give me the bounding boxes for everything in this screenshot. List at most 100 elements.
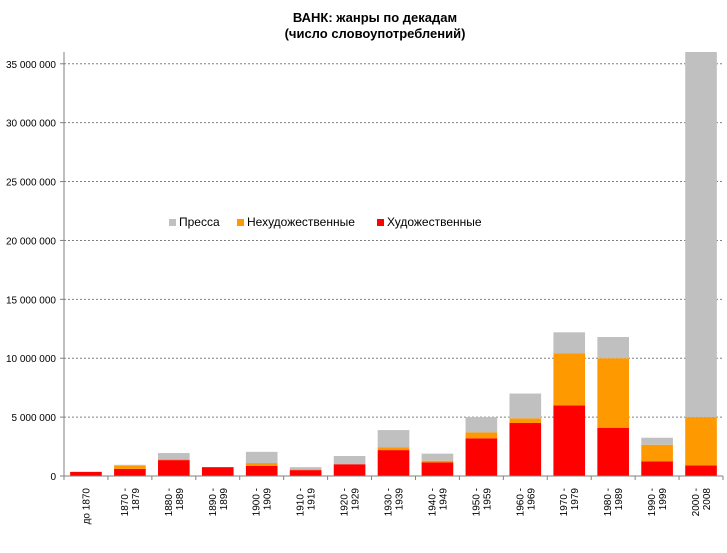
bar-segment — [114, 465, 146, 469]
bar-segment — [289, 467, 322, 470]
legend-label: Художественные — [387, 215, 482, 229]
bar-segment — [245, 465, 278, 476]
x-tick-label-line: 1939 — [395, 488, 406, 511]
x-tick-label-line: 1970 - — [559, 488, 570, 516]
bar-segment — [333, 455, 366, 465]
x-tick-label-line: 1879 — [131, 488, 142, 511]
x-tick-label-line: 1940 - — [427, 488, 438, 516]
bar-segment — [685, 52, 717, 418]
bar-segment — [245, 463, 278, 466]
bar-segment — [465, 417, 498, 433]
bar-segment — [70, 471, 102, 476]
x-tick-label: 1940 -1949 — [427, 488, 449, 517]
bar-segment — [289, 469, 322, 471]
x-tick-label-line: 1969 — [526, 488, 537, 511]
legend-label: Нехудожественные — [247, 215, 355, 229]
x-tick-label-line: 1870 - — [120, 488, 131, 516]
x-tick-label-line: 1989 — [614, 488, 625, 511]
x-tick-label: 1950 -1959 — [471, 488, 493, 517]
x-tick-label-line: 1910 - — [296, 488, 307, 516]
x-tick-label: 1960 -1969 — [515, 488, 537, 517]
x-tick-label-line: 1930 - — [384, 488, 395, 516]
x-tick-label: 1930 -1939 — [384, 488, 406, 517]
x-tick-label-line: 1960 - — [515, 488, 526, 516]
x-tick-label-line: 1999 — [658, 488, 669, 511]
grid — [64, 63, 723, 418]
x-tick-label-line: 1900 - — [252, 488, 263, 516]
bar-segment — [641, 437, 673, 445]
chart-subtitle: (число словоупотреблений) — [285, 26, 466, 41]
legend-swatch — [169, 219, 176, 226]
x-tick-label-line: 1949 — [438, 488, 449, 511]
y-tick-label: 25 000 000 — [6, 178, 56, 189]
bar-segment — [685, 465, 717, 476]
x-tick-label-line: 1990 - — [647, 488, 658, 516]
y-tick-label: 30 000 000 — [6, 119, 56, 130]
x-tick-label: 2000 -2008 — [691, 488, 713, 517]
bar-segment — [377, 447, 410, 451]
bar-segment — [465, 438, 498, 476]
bar-segment — [158, 459, 190, 461]
bar-segment — [421, 460, 454, 463]
x-tick-label: 1890 -1899 — [208, 488, 230, 517]
legend-label: Пресса — [179, 215, 220, 229]
x-tick-label: 1970 -1979 — [559, 488, 581, 517]
x-tick-label: 1980 -1989 — [603, 488, 625, 517]
bar-segment — [553, 405, 586, 476]
bar-segment — [509, 393, 542, 419]
y-tick-label: 15 000 000 — [6, 295, 56, 306]
x-tick-label-line: 1880 - — [164, 488, 175, 516]
x-tick-label-line: 1979 — [570, 488, 581, 511]
chart-title-group: ВАНК: жанры по декадам (число словоупотр… — [285, 10, 466, 41]
bar-segment — [289, 470, 322, 476]
x-tick-label-line: 1980 - — [603, 488, 614, 516]
y-tick-label: 20 000 000 — [6, 236, 56, 247]
bar-segment — [377, 450, 410, 476]
x-tick-label: 1990 -1999 — [647, 488, 669, 517]
bar-segment — [421, 462, 454, 476]
bar-segment — [201, 467, 234, 476]
y-tick-label: 35 000 000 — [6, 60, 56, 71]
x-tick-label: 1910 -1919 — [296, 488, 318, 517]
x-tick-label-line: 1889 — [175, 488, 186, 511]
bar-segment — [114, 468, 146, 476]
x-tick-label-line: 1920 - — [340, 488, 351, 516]
bar-segment — [377, 430, 410, 448]
bar-segment — [685, 417, 717, 466]
bar-segment — [158, 460, 190, 476]
x-tick-label-line: 1909 — [263, 488, 274, 511]
x-axis: до 1870 1870 -1879 1880 -1889 1890 -1899 190… — [63, 475, 724, 525]
x-tick-label-line: 1899 — [219, 488, 230, 511]
x-tick-label-line: 2000 - — [691, 488, 702, 516]
bar-segment — [158, 453, 190, 460]
x-tick-label-line: 1890 - — [208, 488, 219, 516]
bar-segment — [509, 418, 542, 423]
x-tick-label-line: 1919 — [307, 488, 318, 511]
bar-segment — [114, 464, 146, 466]
bar-segment — [333, 464, 366, 476]
bar-segment — [641, 444, 673, 462]
legend: Пресса Нехудожественные Художественные — [169, 215, 482, 229]
chart-title: ВАНК: жанры по декадам — [293, 10, 457, 25]
legend-swatch — [237, 219, 244, 226]
bar-segment — [553, 353, 586, 406]
bar-segment — [509, 423, 542, 476]
bar-segment — [597, 358, 629, 428]
x-tick-label-line: 1950 - — [471, 488, 482, 516]
x-tick-label: 1920 -1929 — [340, 488, 362, 517]
y-tick-label: 5 000 000 — [12, 413, 57, 424]
bar-segment — [553, 332, 586, 354]
x-tick-label: 1900 -1909 — [252, 488, 274, 517]
x-tick-label-line: до 1870 — [81, 488, 92, 525]
x-tick-label: 1880 -1889 — [164, 488, 186, 517]
x-tick-label-line: 2008 — [702, 488, 713, 511]
y-tick-label: 10 000 000 — [6, 354, 56, 365]
y-axis: 0 5 000 000 10 000 000 15 000 000 20 000 000… — [6, 52, 65, 483]
bars — [70, 52, 717, 476]
bar-segment — [421, 453, 454, 461]
bar-segment — [465, 432, 498, 439]
x-tick-label: 1870 -1879 — [120, 488, 142, 517]
bar-segment — [641, 461, 673, 476]
